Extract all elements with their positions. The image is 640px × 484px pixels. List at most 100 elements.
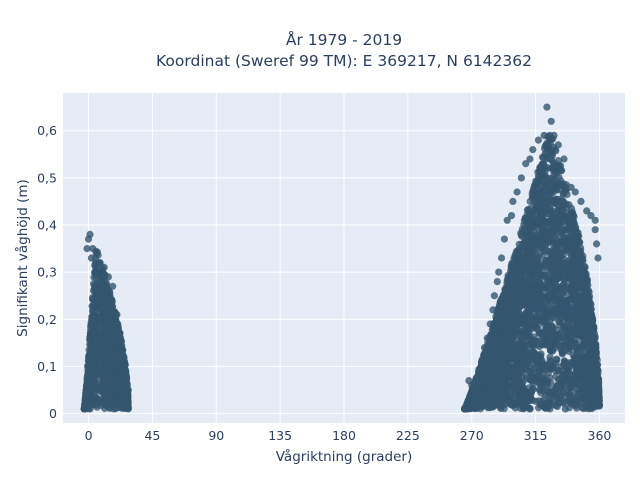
scatter-point <box>538 167 545 174</box>
scatter-point <box>114 389 121 396</box>
scatter-point <box>557 177 564 184</box>
scatter-point <box>539 244 546 251</box>
scatter-point <box>104 374 111 381</box>
scatter-point <box>124 397 131 404</box>
scatter-point <box>500 393 507 400</box>
scatter-point <box>527 319 534 326</box>
scatter-point <box>484 401 491 408</box>
scatter-point <box>94 320 101 327</box>
scatter-point <box>534 362 541 369</box>
scatter-point <box>85 379 92 386</box>
scatter-point <box>539 154 546 161</box>
scatter-point <box>534 234 541 241</box>
scatter-point <box>545 361 552 368</box>
scatter-point <box>122 405 129 412</box>
scatter-point <box>533 205 540 212</box>
scatter-point <box>108 299 115 306</box>
scatter-point <box>495 381 502 388</box>
scatter-point <box>575 350 582 357</box>
scatter-point <box>121 375 128 382</box>
scatter-point <box>513 320 520 327</box>
scatter-point <box>536 270 543 277</box>
scatter-point <box>89 307 96 314</box>
scatter-point <box>589 318 596 325</box>
scatter-point <box>559 377 566 384</box>
scatter-point <box>564 239 571 246</box>
scatter-point <box>502 334 509 341</box>
scatter-point <box>94 298 101 305</box>
scatter-point <box>561 358 568 365</box>
scatter-point <box>591 340 598 347</box>
scatter-point <box>562 267 569 274</box>
scatter-point <box>531 349 538 356</box>
scatter-point <box>82 387 89 394</box>
scatter-point <box>525 223 532 230</box>
scatter-point <box>498 356 505 363</box>
scatter-point <box>592 392 599 399</box>
scatter-point <box>111 373 118 380</box>
scatter-point <box>558 315 565 322</box>
scatter-point <box>576 248 583 255</box>
scatter-point <box>541 264 548 271</box>
scatter-point <box>570 257 577 264</box>
scatter-point <box>482 351 489 358</box>
scatter-point <box>595 386 602 393</box>
scatter-point <box>94 342 101 349</box>
scatter-point <box>570 381 577 388</box>
scatter-point <box>553 199 560 206</box>
scatter-point <box>115 382 122 389</box>
scatter-point <box>571 213 578 220</box>
scatter-point <box>566 247 573 254</box>
scatter-point <box>582 286 589 293</box>
scatter-point <box>89 330 96 337</box>
scatter-point <box>548 331 555 338</box>
scatter-point <box>551 297 558 304</box>
scatter-point <box>539 381 546 388</box>
scatter-point <box>102 281 109 288</box>
scatter-point <box>118 396 125 403</box>
scatter-point <box>591 371 598 378</box>
scatter-point <box>554 269 561 276</box>
scatter-point <box>98 273 105 280</box>
scatter-point <box>568 399 575 406</box>
scatter-point <box>101 310 108 317</box>
scatter-point <box>88 345 95 352</box>
scatter-point <box>508 260 515 267</box>
scatter-point <box>514 379 521 386</box>
scatter-point <box>545 237 552 244</box>
scatter-point <box>553 183 560 190</box>
scatter-point <box>101 355 108 362</box>
scatter-point <box>524 207 531 214</box>
scatter-point <box>512 346 519 353</box>
scatter-point <box>532 257 539 264</box>
scatter-point <box>478 393 485 400</box>
scatter-point <box>540 370 547 377</box>
scatter-point <box>579 370 586 377</box>
scatter-point <box>535 321 542 328</box>
scatter-point <box>526 397 533 404</box>
scatter-point <box>517 246 524 253</box>
scatter-point <box>96 335 103 342</box>
scatter-point <box>555 336 562 343</box>
scatter-point <box>551 176 558 183</box>
scatter-point <box>547 186 554 193</box>
scatter-point <box>106 292 113 299</box>
scatter-point <box>485 390 492 397</box>
scatter-point <box>488 346 495 353</box>
scatter-point <box>568 337 575 344</box>
scatter-point <box>584 296 591 303</box>
scatter-point <box>559 227 566 234</box>
scatter-point <box>525 384 532 391</box>
scatter-point <box>534 296 541 303</box>
scatter-point <box>547 347 554 354</box>
scatter-point <box>528 313 535 320</box>
scatter-point <box>541 328 548 335</box>
scatter-point <box>504 362 511 369</box>
scatter-point <box>92 268 99 275</box>
scatter-point <box>573 405 580 412</box>
scatter-point <box>579 257 586 264</box>
scatter-point <box>561 218 568 225</box>
scatter-point <box>564 191 571 198</box>
scatter-point <box>102 346 109 353</box>
